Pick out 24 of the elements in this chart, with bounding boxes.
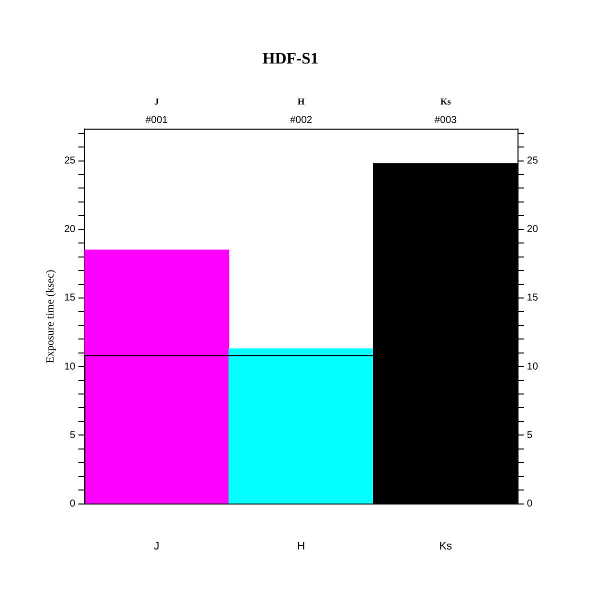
y-tick-label: 5 — [70, 430, 76, 441]
y2-tick-label: 20 — [526, 224, 538, 236]
y2-tick-label: 5 — [526, 430, 533, 441]
y2-tick-label: 25 — [526, 156, 538, 167]
y-tick-label: 10 — [64, 361, 76, 372]
text: #002 — [290, 114, 313, 126]
y-tick-label: 20 — [64, 224, 76, 236]
x-tick-label: Ks — [440, 96, 452, 107]
y2-tick-label: 10 — [526, 361, 538, 372]
y2-tick-label: 15 — [526, 292, 538, 304]
y-tick-label: 25 — [64, 156, 76, 167]
y-tick-label: 0 — [70, 498, 76, 510]
x-tick-label: H — [298, 96, 305, 107]
x-tick-label: J — [154, 96, 160, 107]
text: Ks — [439, 540, 453, 552]
y-tick-label: 15 — [64, 292, 76, 304]
text: J — [154, 540, 160, 552]
bar — [228, 348, 374, 504]
y2-tick-label: 0 — [526, 498, 533, 510]
chart-title: HDF-S1 — [262, 50, 318, 68]
y-axis-title: Exposure time (ksec) — [44, 269, 56, 364]
text: #003 — [434, 114, 458, 126]
text: #001 — [145, 114, 168, 126]
text: H — [297, 540, 306, 552]
